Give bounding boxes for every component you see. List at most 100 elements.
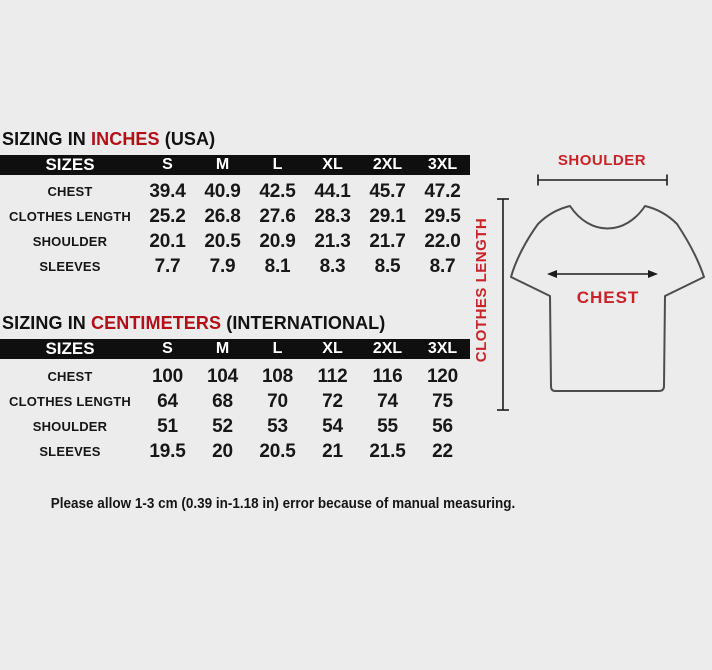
shoulder-measure-line — [537, 174, 668, 186]
chest-measure-arrow — [547, 270, 658, 278]
size-column-header: 3XL — [427, 156, 458, 173]
size-value: 75 — [432, 390, 453, 412]
size-value: 22 — [432, 440, 453, 462]
size-value: 56 — [432, 415, 453, 437]
size-value: 51 — [157, 415, 178, 437]
size-value: 8.7 — [429, 255, 456, 277]
size-column-header: L — [272, 156, 283, 173]
size-value: 20.1 — [149, 230, 186, 252]
size-value: 21 — [322, 440, 343, 462]
table-title-centimeters: SIZING IN CENTIMETERS (INTERNATIONAL) — [2, 313, 385, 333]
size-value: 29.5 — [424, 205, 461, 227]
table-row: CHEST 39.4 40.9 42.5 44.1 45.7 47.2 — [0, 179, 470, 204]
sizes-header: SIZES — [45, 155, 95, 174]
row-label: CHEST — [47, 184, 93, 199]
size-value: 8.3 — [319, 255, 346, 277]
title-unit-centimeters: CENTIMETERS — [91, 313, 222, 333]
size-value: 29.1 — [369, 205, 406, 227]
size-column-header: XL — [322, 156, 343, 173]
table-row: SLEEVES 19.5 20 20.5 21 21.5 22 — [0, 439, 470, 464]
size-column-header: 2XL — [372, 340, 403, 357]
size-value: 45.7 — [369, 180, 406, 202]
size-value: 25.2 — [149, 205, 186, 227]
row-label: CLOTHES LENGTH — [9, 209, 131, 224]
size-value: 27.6 — [259, 205, 296, 227]
size-value: 52 — [212, 415, 233, 437]
title-region-usa: (USA) — [159, 129, 216, 149]
tshirt-measurement-diagram: SHOULDER CLOTHES LENGTH CHEST — [473, 152, 705, 411]
size-column-header: S — [162, 156, 173, 173]
size-column-header: XL — [322, 340, 343, 357]
size-value: 53 — [267, 415, 288, 437]
size-value: 20.9 — [259, 230, 296, 252]
size-value: 64 — [157, 390, 178, 412]
size-value: 20.5 — [204, 230, 241, 252]
size-column-header: M — [215, 340, 230, 357]
size-value: 39.4 — [149, 180, 186, 202]
size-value: 112 — [317, 365, 348, 387]
size-value: 54 — [322, 415, 343, 437]
size-column-header: M — [215, 156, 230, 173]
row-label: SHOULDER — [32, 419, 108, 434]
size-column-header: L — [272, 340, 283, 357]
size-value: 47.2 — [424, 180, 461, 202]
title-prefix: SIZING IN — [2, 129, 92, 149]
table-row: SHOULDER 51 52 53 54 55 56 — [0, 414, 470, 439]
title-prefix: SIZING IN — [2, 313, 92, 333]
size-value: 7.9 — [209, 255, 236, 277]
size-value: 70 — [267, 390, 288, 412]
table-title-inches: SIZING IN INCHES (USA) — [2, 129, 215, 149]
table-row: SHOULDER 20.1 20.5 20.9 21.3 21.7 22.0 — [0, 229, 470, 254]
table-row: CHEST 100 104 108 112 116 120 — [0, 364, 470, 389]
size-value: 116 — [372, 365, 403, 387]
clothes-length-label: CLOTHES LENGTH — [473, 218, 490, 363]
size-value: 21.5 — [369, 440, 406, 462]
size-value: 68 — [212, 390, 233, 412]
size-column-header: 3XL — [427, 340, 458, 357]
size-value: 55 — [377, 415, 398, 437]
table-body: CHEST 39.4 40.9 42.5 44.1 45.7 47.2 CLOTHES LEN… — [0, 179, 470, 279]
size-column-header: S — [162, 340, 173, 357]
title-region-international: (INTERNATIONAL) — [221, 313, 386, 333]
size-value: 8.5 — [374, 255, 401, 277]
row-label: SLEEVES — [39, 444, 101, 459]
size-value: 120 — [426, 365, 459, 387]
chest-label: CHEST — [577, 288, 640, 307]
size-value: 40.9 — [204, 180, 241, 202]
sizing-table-centimeters: SIZES S M L XL 2XL 3XL CHEST 100 104 108 112 116 120… — [0, 339, 470, 464]
size-value: 28.3 — [314, 205, 351, 227]
table-body: CHEST 100 104 108 112 116 120 CLOTHES LENGTH 64 6… — [0, 364, 470, 464]
table-row: CLOTHES LENGTH 25.2 26.8 27.6 28.3 29.1 29.5 — [0, 204, 470, 229]
size-value: 7.7 — [154, 255, 181, 277]
size-value: 26.8 — [204, 205, 241, 227]
size-value: 22.0 — [424, 230, 461, 252]
size-value: 20 — [212, 440, 233, 462]
sizes-header: SIZES — [45, 339, 95, 358]
measuring-error-note: Please allow 1-3 cm (0.39 in-1.18 in) er… — [50, 495, 516, 512]
clothes-length-measure-line — [497, 198, 509, 411]
size-value: 44.1 — [314, 180, 351, 202]
size-value: 100 — [151, 365, 184, 387]
size-value: 72 — [322, 390, 343, 412]
size-value: 21.3 — [314, 230, 351, 252]
row-label: CLOTHES LENGTH — [9, 394, 131, 409]
row-label: SLEEVES — [39, 259, 101, 274]
size-value: 108 — [261, 365, 294, 387]
table-row: CLOTHES LENGTH 64 68 70 72 74 75 — [0, 389, 470, 414]
size-value: 74 — [377, 390, 398, 412]
table-row: SLEEVES 7.7 7.9 8.1 8.3 8.5 8.7 — [0, 254, 470, 279]
row-label: CHEST — [47, 369, 93, 384]
size-column-header: 2XL — [372, 156, 403, 173]
title-unit-inches: INCHES — [91, 129, 160, 149]
size-value: 21.7 — [369, 230, 406, 252]
table-header-row: SIZES S M L XL 2XL 3XL — [0, 339, 470, 359]
size-value: 20.5 — [259, 440, 296, 462]
size-value: 42.5 — [259, 180, 296, 202]
shoulder-label: SHOULDER — [558, 152, 646, 169]
size-value: 19.5 — [149, 440, 186, 462]
size-value: 8.1 — [264, 255, 291, 277]
sizing-table-inches: SIZES S M L XL 2XL 3XL CHEST 39.4 40.9 42.5 44.1 45… — [0, 155, 470, 279]
size-value: 104 — [206, 365, 239, 387]
tshirt-outline — [510, 205, 705, 392]
